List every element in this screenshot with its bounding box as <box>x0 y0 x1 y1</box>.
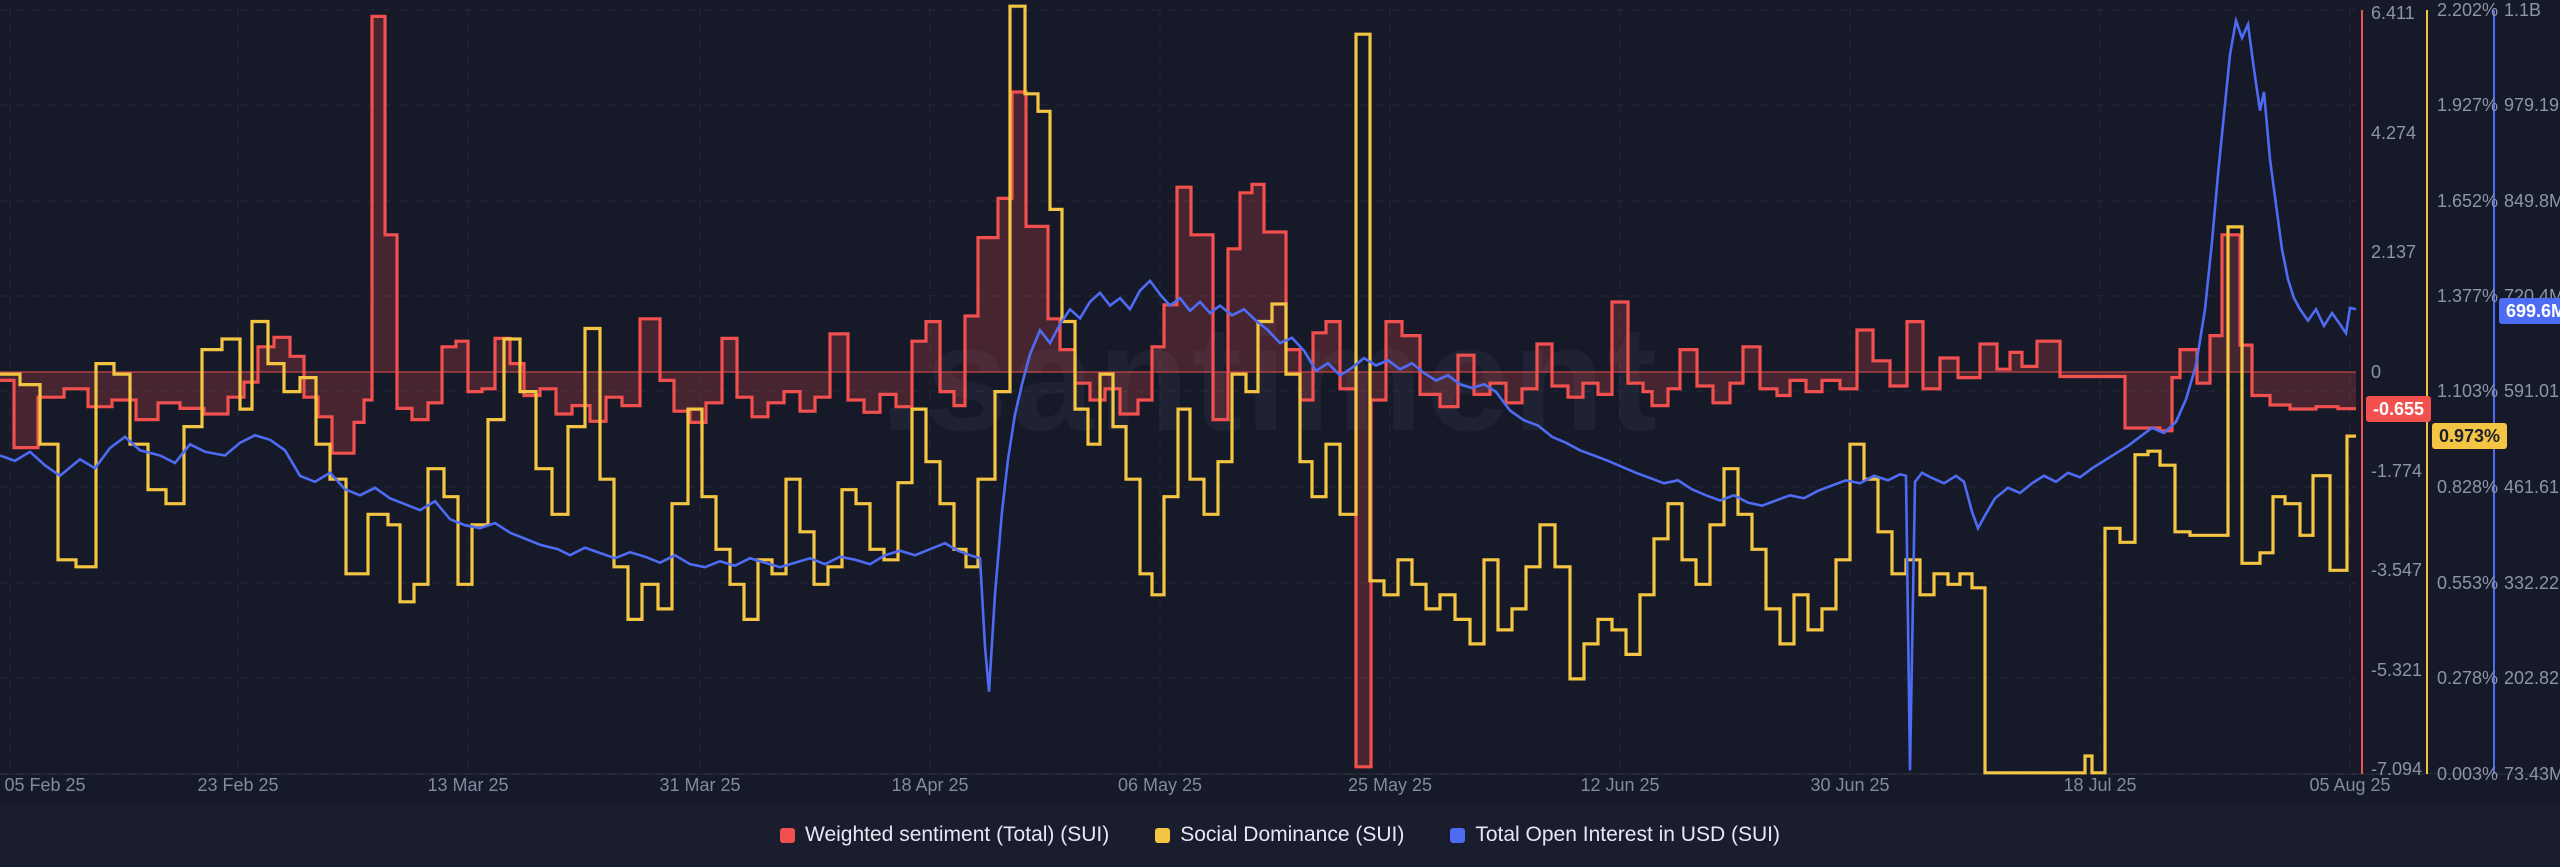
legend-label: Weighted sentiment (Total) (SUI) <box>805 823 1110 846</box>
open-interest-tick-label: 849.8M <box>2504 191 2560 211</box>
sentiment-tick-label: 2.137 <box>2371 242 2417 262</box>
legend-label: Social Dominance (SUI) <box>1180 823 1405 846</box>
social-dominance-tick-label: 0.278% <box>2437 668 2499 688</box>
x-axis-date-label: 06 May 25 <box>1117 775 1203 795</box>
sentiment-tick-label: 0 <box>2371 362 2382 382</box>
open-interest-tick-label: 461.61M <box>2504 477 2560 497</box>
social-dominance-tick-label: 1.652% <box>2437 191 2499 211</box>
x-axis-date-label: 23 Feb 25 <box>197 775 279 795</box>
open-interest-tick-label: 202.82M <box>2504 668 2560 688</box>
legend-label: Total Open Interest in USD (SUI) <box>1475 823 1780 846</box>
legend-swatch-blue-icon <box>1450 827 1466 843</box>
social-dominance-current-value-badge: 0.973% <box>2432 423 2508 449</box>
series-line-open-interest[interactable] <box>0 15 2357 771</box>
sentiment-tick-label: -7.094 <box>2371 759 2423 779</box>
social-dominance-tick-label: 1.927% <box>2437 95 2499 115</box>
sentiment-tick-label: 4.274 <box>2371 123 2417 143</box>
y-axis-lines <box>2361 10 2495 774</box>
sentiment-current-value-badge: -0.655 <box>2366 396 2432 422</box>
x-axis-date-label: 12 Jun 25 <box>1580 775 1660 795</box>
social-dominance-tick-label: 0.003% <box>2437 764 2499 784</box>
x-axis-date-label: 18 Apr 25 <box>891 775 969 795</box>
series-line-social-dominance[interactable] <box>0 4 2356 775</box>
x-axis-date-label: 31 Mar 25 <box>659 775 741 795</box>
social-dominance-tick-label: 2.202% <box>2437 0 2499 20</box>
x-axis-date-label: 18 Jul 25 <box>2063 775 2137 795</box>
x-axis-date-label: 13 Mar 25 <box>427 775 509 795</box>
social-dominance-tick-label: 1.103% <box>2437 381 2499 401</box>
open-interest-tick-label: 979.19M <box>2504 95 2560 115</box>
legend-item-weighted-sentiment[interactable]: Weighted sentiment (Total) (SUI) <box>780 823 1109 847</box>
legend-item-open-interest[interactable]: Total Open Interest in USD (SUI) <box>1450 823 1780 847</box>
social-dominance-tick-label: 1.377% <box>2437 286 2499 306</box>
open-interest-current-value-badge: 699.6M <box>2499 298 2560 324</box>
legend-item-social-dominance[interactable]: Social Dominance (SUI) <box>1155 823 1404 847</box>
x-axis-date-label: 05 Aug 25 <box>2309 775 2391 795</box>
series-line-sentiment[interactable] <box>0 14 2356 769</box>
sentiment-tick-label: -5.321 <box>2371 660 2423 680</box>
legend-swatch-yellow-icon <box>1155 827 1171 843</box>
chart-series[interactable] <box>0 4 2357 775</box>
x-axis-date-label: 05 Feb 25 <box>4 775 86 795</box>
open-interest-tick-label: 73.43M <box>2504 764 2560 784</box>
x-axis-date-label: 25 May 25 <box>1347 775 1433 795</box>
open-interest-tick-label: 1.1B <box>2504 0 2542 20</box>
open-interest-tick-label: 332.22M <box>2504 573 2560 593</box>
social-dominance-tick-label: 0.553% <box>2437 573 2499 593</box>
social-dominance-tick-label: 0.828% <box>2437 477 2499 497</box>
sentiment-tick-label: 6.411 <box>2371 3 2415 23</box>
open-interest-tick-label: 591.01M <box>2504 381 2560 401</box>
x-axis-date-label: 30 Jun 25 <box>1810 775 1890 795</box>
sentiment-tick-label: -3.547 <box>2371 560 2423 580</box>
legend-bar: Weighted sentiment (Total) (SUI) Social … <box>0 803 2560 867</box>
sentiment-tick-label: -1.774 <box>2371 461 2423 481</box>
legend-swatch-red-icon <box>780 827 796 843</box>
